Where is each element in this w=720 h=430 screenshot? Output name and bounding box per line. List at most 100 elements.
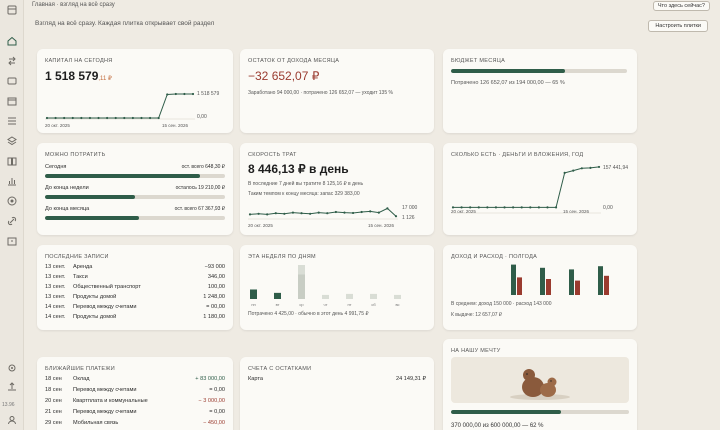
layers-icon[interactable] (6, 135, 18, 147)
recent-row[interactable]: 13 сент. Аренда −93 000 (45, 264, 225, 272)
savings-card[interactable]: Сколько есть · деньги и вложения, год 15… (443, 143, 637, 235)
capital-point (106, 116, 109, 120)
speed-point (300, 212, 303, 215)
user-icon[interactable] (6, 414, 18, 426)
menu-icon[interactable] (6, 4, 18, 16)
savings-chart (451, 165, 601, 214)
capital-point (131, 116, 134, 120)
savings-point (563, 171, 566, 174)
upcoming-row[interactable]: 18 сен Перевод между счетами = 0,00 (45, 387, 225, 395)
capital-point (54, 116, 57, 120)
speed-line (249, 207, 397, 217)
can-spend-bar (45, 216, 225, 220)
income-bar (511, 264, 516, 295)
upcoming-date: 18 сен (45, 387, 62, 393)
accounts-card[interactable]: Счета с остатками Карта 24 149,31 ₽ (240, 357, 434, 430)
help-button[interactable]: Что здесь сейчас? (652, 1, 710, 11)
upcoming-row[interactable]: 18 сен Оклад + 83 000,00 (45, 376, 225, 384)
recent-row[interactable]: 14 сент. Продукты домой 1 180,00 (45, 314, 225, 322)
savings-end-label: 15 сен. 2026 (563, 209, 590, 214)
speed-card[interactable]: Скорость трат 8 446,13 ₽ в день В послед… (240, 143, 434, 235)
week-tick-label: сб (371, 302, 376, 307)
budget-card[interactable]: Бюджет месяца Потрачено 126 652,07 из 19… (443, 49, 637, 133)
book-icon[interactable] (6, 155, 18, 167)
wallet-icon[interactable] (6, 75, 18, 87)
savings-point (451, 206, 455, 209)
recent-title: Последние записи (45, 254, 109, 260)
upcoming-row[interactable]: 21 сен Перевод между счетами = 0,00 (45, 409, 225, 417)
goal-card[interactable]: На нашу мечту 370 000,00 из 600 000,00 —… (443, 339, 637, 430)
export-icon[interactable] (6, 380, 18, 392)
calendar-icon[interactable] (6, 95, 18, 107)
home-icon[interactable] (6, 35, 18, 47)
week-bar (250, 289, 257, 299)
can-spend-row: Сегодня ост. всего 648,30 ₽ (45, 164, 225, 172)
income-expense-title: Доход и расход · полгода (451, 254, 538, 260)
capital-card[interactable]: Капитал на сегодня 1 518 579,11 ₽ 1 518 … (37, 49, 233, 133)
upcoming-card[interactable]: Ближайшие платежи 18 сен Оклад + 83 000,00… (37, 357, 233, 430)
recent-row[interactable]: 13 сент. Такси 346,00 (45, 274, 225, 282)
capital-point (114, 116, 117, 120)
speed-start-label: 20 окт. 2025 (248, 223, 273, 228)
capital-point (71, 116, 74, 120)
recent-date: 14 сент. (45, 314, 66, 320)
upcoming-amount: = 0,00 (209, 387, 225, 393)
upcoming-name: Перевод между счетами (73, 409, 137, 415)
income-left-note: Заработано 94 000,00 · потрачено 126 652… (248, 90, 393, 96)
income-expense-note-1: В среднем: доход 150 000 · расход 143 00… (451, 301, 552, 307)
customize-tiles-button[interactable]: Настроить плитки (648, 20, 708, 32)
recent-row[interactable]: 14 сент. Перевод между счетами = 00,00 (45, 304, 225, 312)
target-icon[interactable] (6, 195, 18, 207)
recent-row[interactable]: 13 сент. Общественный транспорт 100,00 (45, 284, 225, 292)
upcoming-row[interactable]: 29 сен Мобильная связь − 450,00 (45, 420, 225, 428)
list-icon[interactable] (6, 115, 18, 127)
savings-zero-label: 0,00 (603, 205, 613, 211)
capital-point (174, 92, 177, 96)
upcoming-name: Перевод между счетами (73, 387, 137, 393)
speed-point (257, 212, 260, 215)
speed-right-bottom: 1 126 (402, 215, 415, 221)
chart-icon[interactable] (6, 175, 18, 187)
capital-point (80, 116, 83, 120)
speed-right-top: 17 000 (402, 205, 418, 211)
speed-point (351, 211, 355, 215)
recent-date: 14 сент. (45, 304, 66, 310)
can-spend-value: ост. всего 67 367,93 ₽ (174, 206, 225, 212)
week-tick-label: пт (348, 302, 352, 307)
recent-date: 13 сент. (45, 264, 66, 270)
upcoming-date: 20 сен (45, 398, 62, 404)
capital-end-label: 15 сен. 2026 (162, 123, 189, 128)
income-expense-card[interactable]: Доход и расход · полгода В среднем: дохо… (443, 245, 637, 330)
recent-name: Перевод между счетами (73, 304, 137, 310)
savings-point (512, 206, 515, 209)
capital-point (63, 116, 66, 120)
can-spend-card[interactable]: Можно потратить Сегодня ост. всего 648,30… (37, 143, 233, 235)
savings-point (477, 206, 480, 209)
accounts-row[interactable]: Карта 24 149,31 ₽ (248, 376, 426, 384)
capital-suffix: ,11 ₽ (98, 76, 112, 82)
recent-card[interactable]: Последние записи 13 сент. Аренда −93 000 13… (37, 245, 233, 330)
savings-point (546, 206, 549, 209)
archive-icon[interactable] (6, 235, 18, 247)
speed-point (248, 213, 252, 216)
recent-amount: 1 180,00 (203, 314, 225, 320)
page-hint: Взгляд на всё сразу. Каждая плитка откры… (35, 20, 215, 27)
speed-title: Скорость трат (248, 152, 297, 158)
goal-progress (451, 410, 629, 414)
link-icon[interactable] (6, 215, 18, 227)
week-tick-label: вс (395, 302, 399, 307)
income-left-card[interactable]: Остаток от дохода месяца −32 652,07 ₽ За… (240, 49, 434, 133)
transfer-icon[interactable] (6, 55, 18, 67)
recent-row[interactable]: 13 сент. Продукты домой 1 248,00 (45, 294, 225, 302)
income-expense-chart (511, 264, 609, 295)
income-bar (540, 267, 545, 295)
upcoming-row[interactable]: 20 сен Квартплата и коммунальные − 3 000,0… (45, 398, 225, 406)
budget-title: Бюджет месяца (451, 58, 506, 64)
capital-point (148, 116, 152, 120)
week-card[interactable]: Эта неделя по дням пн вт ср чт пт сб вс Потрач… (240, 245, 434, 330)
settings-icon[interactable] (6, 362, 18, 374)
capital-zero-label: 0,00 (197, 114, 207, 120)
accounts-name: Карта (248, 376, 263, 382)
upcoming-amount: − 3 000,00 (198, 398, 225, 404)
can-spend-label: До конца месяца (45, 206, 90, 212)
